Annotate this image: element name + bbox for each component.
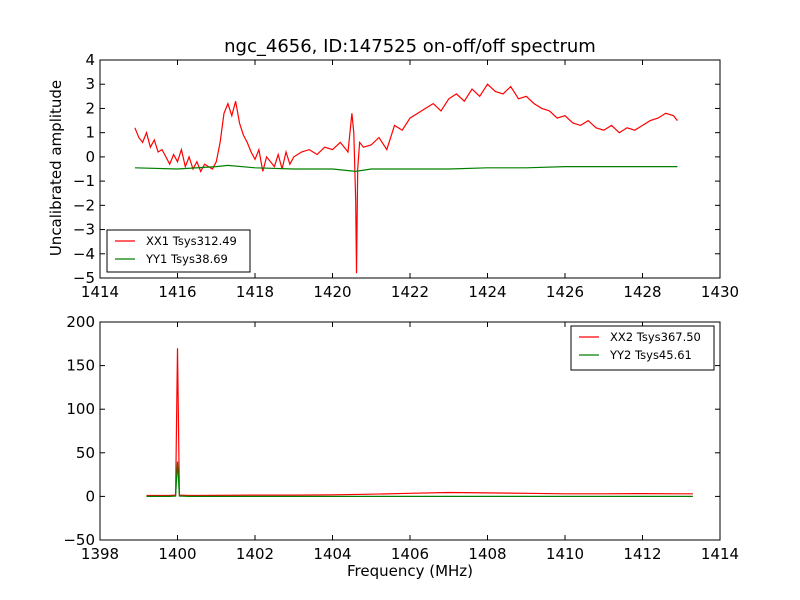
x-tick-label: 1422 xyxy=(391,283,429,301)
chart-title: ngc_4656, ID:147525 on-off/off spectrum xyxy=(224,36,596,57)
legend-label: YY1 Tsys38.69 xyxy=(145,252,228,266)
x-tick-label: 1420 xyxy=(313,283,351,301)
legend-label: XX2 Tsys367.50 xyxy=(610,330,701,344)
x-tick-label: 1410 xyxy=(546,545,584,563)
x-tick-label: 1402 xyxy=(236,545,274,563)
x-axis-label: Frequency (MHz) xyxy=(347,562,473,580)
y-tick-label: −5 xyxy=(73,269,95,287)
x-tick-label: 1414 xyxy=(701,545,739,563)
legend: XX2 Tsys367.50 YY2 Tsys45.61 xyxy=(570,325,715,371)
y-tick-label: −3 xyxy=(73,221,95,239)
y-tick-label: −1 xyxy=(73,172,95,190)
x-tick-label: 1428 xyxy=(623,283,661,301)
y-tick-label: −4 xyxy=(73,245,95,263)
y-tick-label: 0 xyxy=(85,148,95,166)
x-tick-label: 1430 xyxy=(701,283,739,301)
y-tick-label: 4 xyxy=(85,51,95,69)
x-tick-label: 1424 xyxy=(468,283,506,301)
x-tick-label: 1398 xyxy=(81,545,119,563)
x-tick-label: 1408 xyxy=(468,545,506,563)
x-tick-label: 1406 xyxy=(391,545,429,563)
bottom-plot-area: 1398 1400 1402 1404 1406 1408 1410 1412 1414 −50 0… xyxy=(63,313,739,563)
y-tick-label: −2 xyxy=(73,196,95,214)
y-tick-label: 1 xyxy=(85,124,95,142)
y-tick-label: 50 xyxy=(76,444,95,462)
series-line-xx2 xyxy=(146,348,693,497)
legend: XX1 Tsys312.49 YY1 Tsys38.69 xyxy=(106,229,251,273)
y-tick-label: 200 xyxy=(66,313,95,331)
legend-label: XX1 Tsys312.49 xyxy=(146,234,237,248)
x-tick-label: 1404 xyxy=(313,545,351,563)
x-tick-label: 1414 xyxy=(81,283,119,301)
series-line-xx1 xyxy=(134,83,678,274)
y-tick-label: 3 xyxy=(85,75,95,93)
x-tick-label: 1412 xyxy=(623,545,661,563)
x-tick-label: 1400 xyxy=(158,545,196,563)
series-line-yy2 xyxy=(146,461,693,497)
y-axis-label: Uncalibrated amplitude xyxy=(47,80,65,256)
legend-label: YY2 Tsys45.61 xyxy=(609,348,692,362)
y-tick-label: 0 xyxy=(85,487,95,505)
x-tick-label: 1416 xyxy=(158,283,196,301)
y-tick-label: 150 xyxy=(66,357,95,375)
series-line-yy1 xyxy=(134,164,678,173)
y-tick-label: 100 xyxy=(66,400,95,418)
x-tick-label: 1426 xyxy=(546,283,584,301)
top-plot-area: 1414 1416 1418 1420 1422 1424 1426 1428 1430−5−4… xyxy=(73,51,739,301)
x-tick-label: 1418 xyxy=(236,283,274,301)
y-tick-label: −50 xyxy=(63,531,95,549)
y-tick-label: 2 xyxy=(85,99,95,117)
